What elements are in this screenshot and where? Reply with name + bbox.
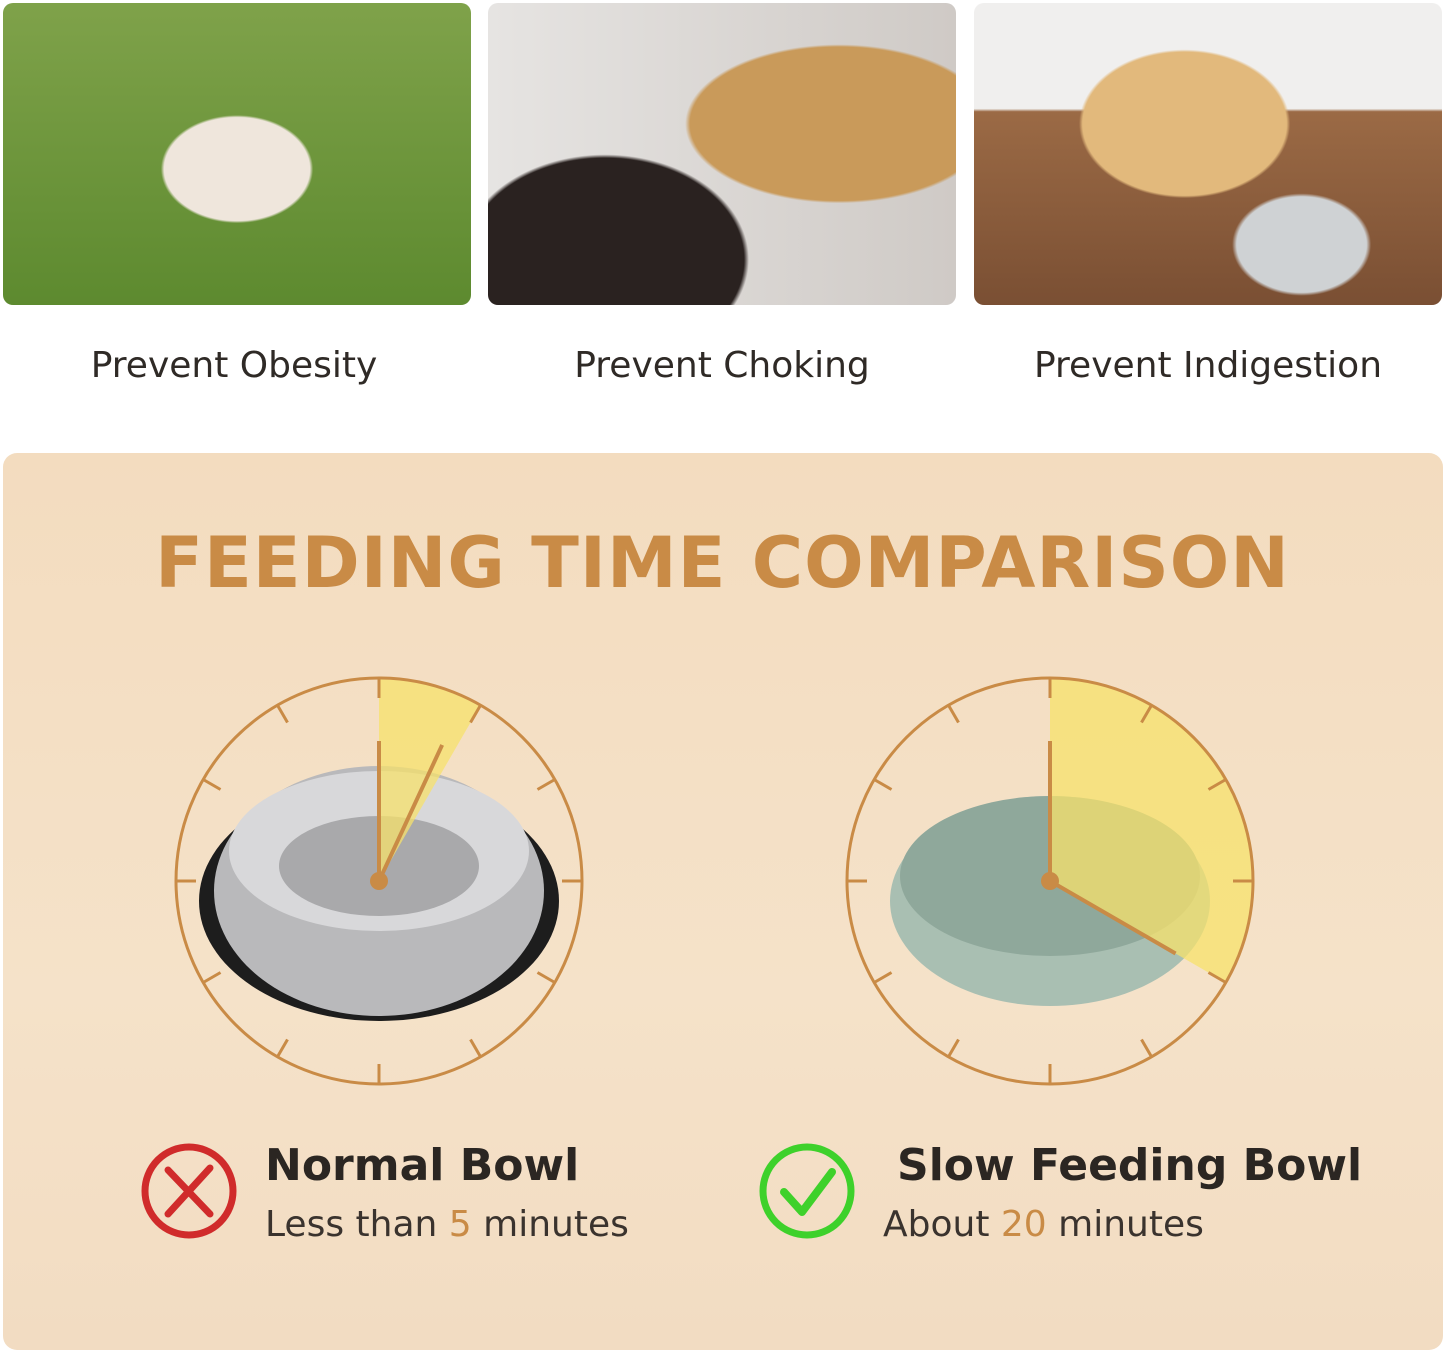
clock-tick [469, 704, 482, 724]
caption-obesity: Prevent Obesity [90, 345, 378, 386]
comparison-title: FEEDING TIME COMPARISON [155, 522, 1290, 604]
clock-tick [947, 704, 960, 724]
normal-bowl-name: Normal Bowl [265, 1140, 580, 1191]
time-wedge [1050, 678, 1253, 983]
slow-bowl-time: About 20 minutes [883, 1204, 1204, 1245]
normal-bowl-time: Less than 5 minutes [265, 1204, 629, 1245]
clock-tick [873, 778, 893, 791]
clock-tick [947, 1038, 960, 1058]
clock-tick [1207, 778, 1227, 791]
caption-indigestion: Prevent Indigestion [1033, 345, 1383, 386]
clock-tick [1140, 1038, 1153, 1058]
clock-tick [1207, 971, 1227, 984]
clock-center [370, 872, 388, 890]
check-circle-icon [759, 1143, 855, 1239]
clock-tick [202, 778, 222, 791]
slow-bowl-name: Slow Feeding Bowl [897, 1140, 1363, 1191]
slow-bowl-clock [845, 676, 1255, 1086]
clock-tick [1140, 704, 1153, 724]
clock-tick [276, 1038, 289, 1058]
clock-tick [536, 778, 556, 791]
elapsed-hand [1048, 879, 1177, 956]
clock-tick [469, 1038, 482, 1058]
normal-bowl-clock [174, 676, 584, 1086]
golden-retriever-photo [488, 3, 956, 305]
clock-tick [536, 971, 556, 984]
pug-photo [3, 3, 471, 305]
elapsed-hand [377, 744, 444, 882]
x-circle-icon [141, 1143, 237, 1239]
clock-tick [202, 971, 222, 984]
labrador-photo [974, 3, 1442, 305]
clock-tick [873, 971, 893, 984]
caption-choking: Prevent Choking [574, 345, 870, 386]
clock-tick [276, 704, 289, 724]
clock-center [1041, 872, 1059, 890]
